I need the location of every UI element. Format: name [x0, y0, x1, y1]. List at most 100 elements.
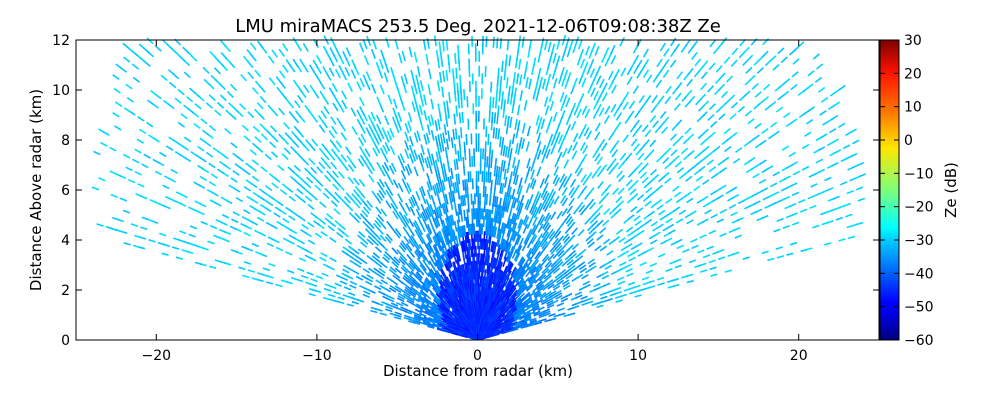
radar-cell	[824, 176, 832, 182]
radar-cell	[470, 223, 473, 235]
radar-cell	[544, 224, 552, 234]
radar-cell	[292, 79, 300, 88]
radar-cell	[461, 240, 465, 252]
radar-cell	[519, 269, 526, 279]
radar-cell	[354, 212, 362, 220]
radar-cell	[304, 254, 312, 260]
radar-cell	[416, 271, 423, 279]
radar-cell	[614, 121, 622, 131]
radar-cell	[570, 178, 577, 188]
radar-cell	[388, 287, 397, 293]
radar-cell	[422, 320, 431, 325]
radar-cell	[489, 171, 492, 183]
radar-cell	[558, 268, 567, 276]
y-tick-label: 12	[52, 33, 70, 49]
radar-cell	[515, 142, 519, 154]
radar-cell	[303, 84, 310, 94]
radar-cell	[130, 223, 139, 227]
radar-cell	[408, 218, 415, 228]
radar-cell	[563, 69, 569, 80]
radar-cell	[782, 225, 790, 230]
radar-cell	[505, 280, 512, 290]
radar-cell	[572, 77, 578, 88]
radar-cell	[767, 257, 775, 262]
radar-cell	[507, 262, 513, 273]
radar-cell	[391, 247, 399, 255]
radar-cell	[268, 262, 276, 267]
radar-cell	[538, 116, 543, 128]
radar-cell	[777, 47, 785, 55]
radar-cell	[656, 276, 665, 281]
radar-cell	[599, 227, 607, 234]
radar-cell	[180, 113, 188, 120]
radar-cell	[415, 208, 422, 219]
radar-cell	[377, 214, 385, 222]
radar-cell	[502, 160, 506, 172]
radar-cell	[371, 190, 378, 199]
radar-cell	[498, 270, 504, 281]
radar-cell	[449, 175, 453, 187]
radar-cell	[322, 263, 331, 269]
radar-cell	[199, 175, 208, 182]
radar-cell	[307, 221, 315, 228]
radar-cell	[271, 49, 278, 58]
radar-cell	[647, 149, 655, 157]
radar-cell	[849, 152, 858, 158]
radar-cell	[506, 270, 512, 280]
radar-cell	[672, 206, 681, 213]
radar-cell	[535, 298, 544, 305]
radar-cell	[731, 193, 740, 200]
radar-cell	[202, 129, 210, 136]
radar-cell	[649, 168, 658, 176]
radar-cell	[516, 73, 520, 85]
radar-cell	[534, 251, 541, 260]
radar-cell	[497, 166, 501, 178]
radar-cell	[580, 295, 588, 300]
radar-cell	[262, 267, 271, 272]
radar-cell	[525, 297, 533, 305]
radar-cell	[251, 142, 260, 150]
radar-cell	[584, 45, 591, 56]
radar-cell	[114, 101, 123, 108]
radar-cell	[390, 302, 399, 307]
radar-cell	[168, 136, 176, 143]
radar-cell	[524, 199, 530, 210]
radar-cell	[540, 37, 545, 49]
radar-cell	[577, 261, 586, 268]
radar-cell	[728, 94, 736, 102]
radar-cell	[340, 132, 347, 141]
radar-cell	[688, 95, 696, 104]
radar-cell	[440, 274, 447, 284]
y-tick-label: 2	[61, 283, 70, 299]
radar-cell	[511, 248, 518, 259]
radar-cell	[601, 274, 610, 280]
radar-cell	[311, 138, 319, 147]
radar-cell	[147, 134, 156, 140]
radar-cell	[615, 299, 623, 303]
radar-cell	[426, 124, 431, 135]
radar-cell	[523, 293, 531, 300]
radar-cell	[544, 274, 552, 282]
radar-cell	[587, 198, 595, 207]
radar-cell	[324, 283, 332, 288]
radar-cell	[398, 52, 403, 64]
radar-cell	[523, 216, 530, 227]
radar-cell	[465, 232, 469, 244]
radar-cell	[358, 137, 365, 147]
radar-cell	[816, 63, 824, 70]
radar-cell	[268, 172, 277, 180]
radar-cell	[188, 87, 197, 95]
radar-cell	[430, 98, 434, 110]
radar-cell	[769, 55, 777, 63]
radar-cell	[420, 251, 428, 260]
radar-cell	[381, 301, 389, 306]
radar-cell	[557, 307, 565, 312]
radar-cell	[395, 301, 404, 307]
radar-cell	[403, 314, 412, 319]
radar-reflectivity-cells	[91, 34, 867, 341]
radar-cell	[473, 253, 476, 265]
radar-cell	[275, 76, 283, 85]
radar-cell	[270, 151, 279, 158]
radar-cell	[709, 39, 717, 48]
radar-cell	[553, 195, 560, 205]
